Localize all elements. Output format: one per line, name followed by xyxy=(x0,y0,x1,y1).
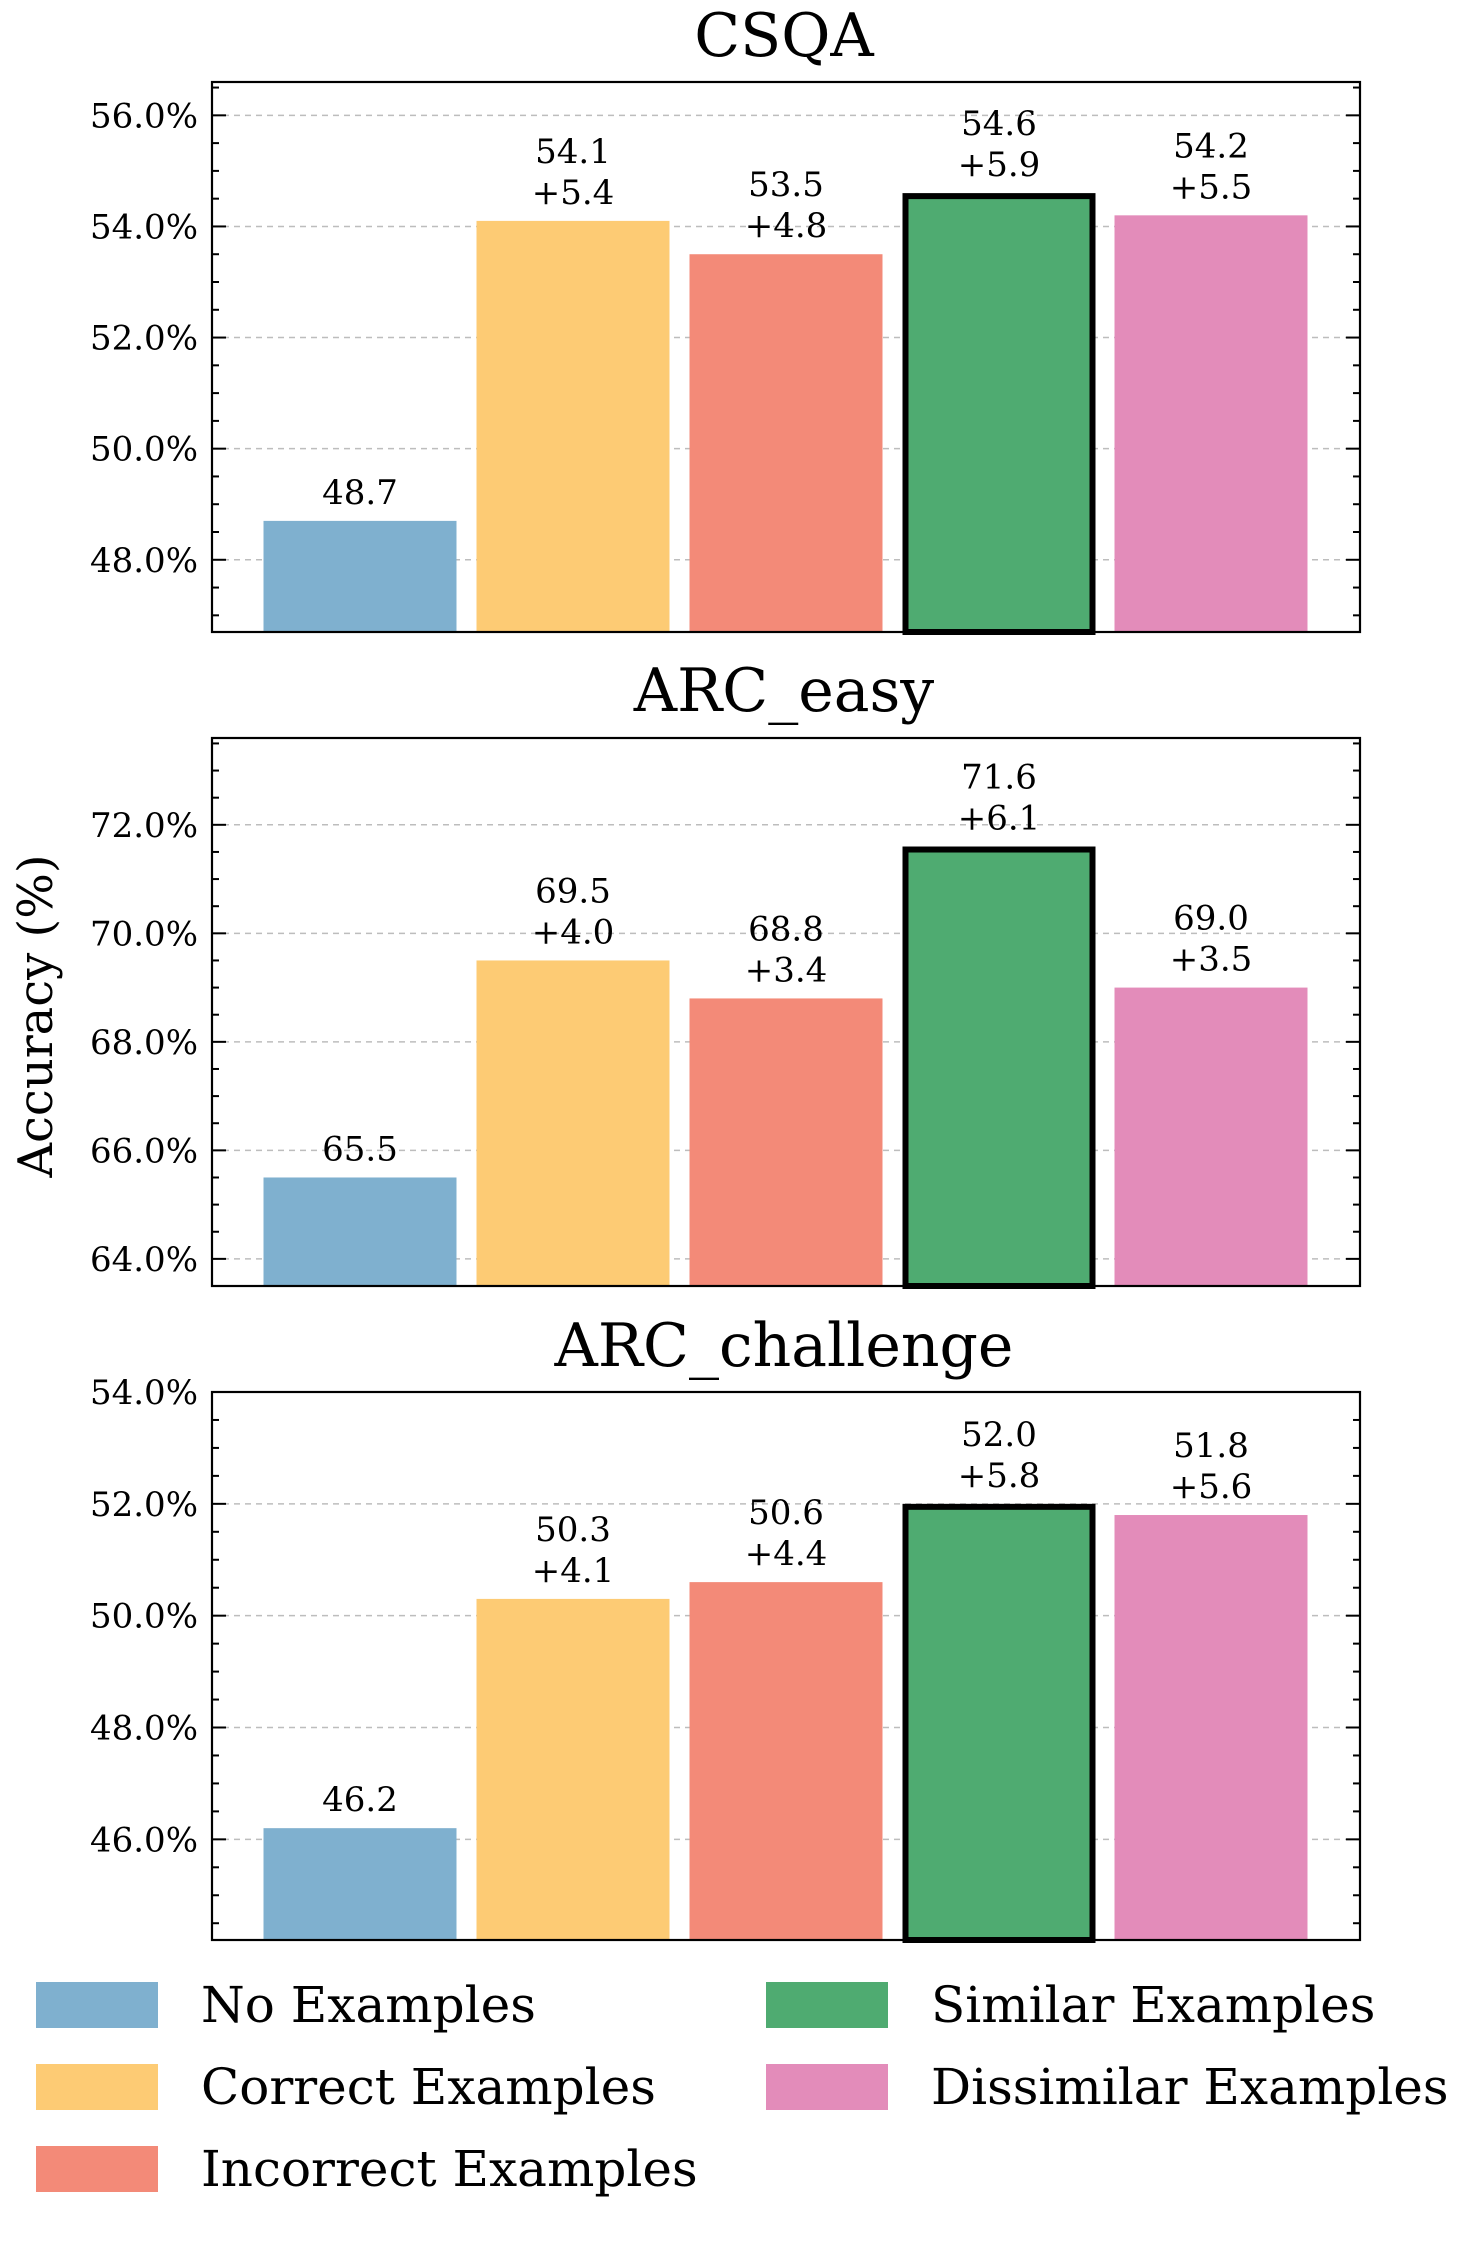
y-tick-label: 56.0% xyxy=(90,96,198,136)
bar xyxy=(1114,1515,1308,1940)
legend-label: Similar Examples xyxy=(931,1976,1375,2034)
y-tick-label: 72.0% xyxy=(90,806,198,846)
bar-value-label: 54.1 xyxy=(535,132,611,172)
bar xyxy=(476,220,670,632)
bar-value-label: 65.5 xyxy=(322,1129,398,1169)
chart-title: ARC_easy xyxy=(633,656,934,726)
bar-delta-label: +3.4 xyxy=(745,950,828,990)
bar-delta-label: +4.1 xyxy=(532,1551,615,1591)
y-tick-label: 48.0% xyxy=(90,1709,198,1749)
bar-delta-label: +5.5 xyxy=(1170,167,1253,207)
y-tick-label: 52.0% xyxy=(90,1485,198,1525)
bar-delta-label: +4.8 xyxy=(745,206,828,246)
bar xyxy=(689,254,883,632)
legend-label: Correct Examples xyxy=(201,2058,656,2116)
y-tick-label: 52.0% xyxy=(90,319,198,359)
chart-title: CSQA xyxy=(694,1,874,71)
bar-value-label: 46.2 xyxy=(322,1780,398,1820)
legend-swatch xyxy=(766,2064,888,2110)
y-axis-label: Accuracy (%) xyxy=(8,854,64,1178)
bar xyxy=(476,1598,670,1940)
legend-label: No Examples xyxy=(201,1976,536,2034)
bar-value-label: 69.0 xyxy=(1173,899,1249,939)
chart-title: ARC_challenge xyxy=(554,1311,1014,1381)
bar-delta-label: +5.6 xyxy=(1170,1467,1253,1507)
y-tick-label: 46.0% xyxy=(90,1820,198,1860)
chart-arc-challenge: ARC_challenge 46.250.3+4.150.6+4.452.0+5… xyxy=(90,1311,1362,1944)
bar xyxy=(1114,215,1308,633)
bar xyxy=(263,1828,457,1940)
bar-delta-label: +3.5 xyxy=(1170,940,1253,980)
bar-delta-label: +6.1 xyxy=(958,799,1041,839)
bar xyxy=(476,960,670,1286)
y-tick-label: 48.0% xyxy=(90,541,198,581)
bar-value-label: 48.7 xyxy=(322,473,398,513)
legend-swatch xyxy=(36,2146,158,2192)
legend-label: Dissimilar Examples xyxy=(931,2058,1449,2116)
legend-swatch xyxy=(766,1982,888,2028)
legend-swatch xyxy=(36,2064,158,2110)
bar xyxy=(902,846,1096,1289)
legend-swatch xyxy=(36,1982,158,2028)
bar-value-label: 53.5 xyxy=(748,165,824,205)
y-tick-label: 64.0% xyxy=(90,1240,198,1280)
legend-label: Incorrect Examples xyxy=(201,2140,698,2198)
y-tick-label: 50.0% xyxy=(90,430,198,470)
bar-delta-label: +5.8 xyxy=(958,1456,1041,1496)
y-tick-label: 54.0% xyxy=(90,1373,198,1413)
bar xyxy=(689,998,883,1286)
chart-csqa: CSQA 48.7 54.1+5.4 53.5+4.8 54.6+5.9 54.2+5.… xyxy=(90,1,1362,635)
bar xyxy=(1114,987,1308,1286)
y-tick-label: 54.0% xyxy=(90,207,198,247)
bar-value-label: 54.6 xyxy=(961,104,1037,144)
chart-arc-easy: ARC_easy 65.5 69.5+4.0 68.8+3.4 71.6+6.1 69.… xyxy=(90,656,1362,1289)
bar xyxy=(689,1582,883,1940)
bar-delta-label: +5.9 xyxy=(958,145,1041,185)
plot-frame xyxy=(210,1390,1362,1942)
bar-delta-label: +4.0 xyxy=(532,912,615,952)
y-tick-label: 50.0% xyxy=(90,1597,198,1637)
bar-value-label: 68.8 xyxy=(748,909,824,949)
bar-value-label: 71.6 xyxy=(961,758,1037,798)
bar-value-label: 50.3 xyxy=(535,1510,611,1550)
bar-delta-label: +5.4 xyxy=(532,173,615,213)
y-tick-label: 70.0% xyxy=(90,914,198,954)
legend: No Examples Correct Examples Incorrect Exa… xyxy=(36,1976,1449,2198)
bar xyxy=(902,193,1096,635)
plot-frame xyxy=(210,80,1362,634)
y-tick-label: 66.0% xyxy=(90,1131,198,1171)
bar-value-label: 54.2 xyxy=(1173,126,1249,166)
bar-value-label: 52.0 xyxy=(961,1415,1037,1455)
plot-frame xyxy=(210,736,1362,1288)
y-tick-label: 68.0% xyxy=(90,1023,198,1063)
bar-delta-label: +4.4 xyxy=(745,1534,828,1574)
bar xyxy=(263,520,457,632)
bar xyxy=(902,1503,1096,1944)
bar-value-label: 69.5 xyxy=(535,871,611,911)
bar-value-label: 51.8 xyxy=(1173,1426,1249,1466)
bar xyxy=(263,1177,457,1286)
bar-value-label: 50.6 xyxy=(748,1493,824,1533)
